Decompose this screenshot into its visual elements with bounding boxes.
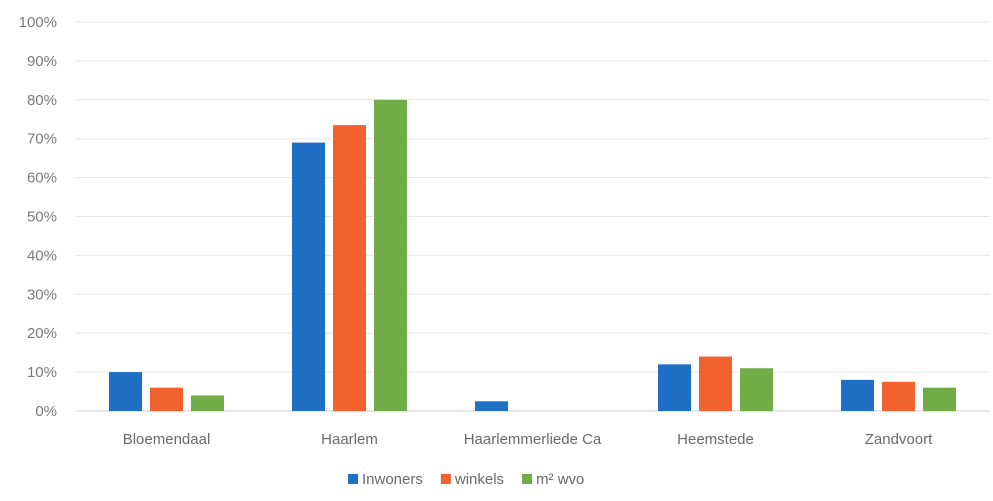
y-tick-label: 60%: [27, 170, 57, 187]
y-tick-label: 80%: [27, 92, 57, 109]
x-tick-label: Bloemendaal: [123, 431, 211, 448]
y-tick-label: 70%: [27, 131, 57, 148]
y-tick-label: 90%: [27, 53, 57, 70]
x-tick-label: Haarlem: [321, 431, 378, 448]
x-tick-label: Heemstede: [677, 431, 754, 448]
bar-winkels-haarlem: [333, 125, 366, 412]
bar-m-wvo-zandvoort: [923, 387, 956, 411]
bar-inwoners-haarlem: [292, 142, 325, 411]
bar-m-wvo-heemstede: [740, 368, 773, 411]
bar-inwoners-haarlemmerliede-ca: [475, 401, 508, 411]
bar-inwoners-heemstede: [658, 364, 691, 411]
bar-inwoners-zandvoort: [841, 379, 874, 411]
y-axis: 0% 10% 20% 30% 40% 50% 60% 70% 80% 90% 100%: [19, 14, 57, 420]
x-tick-label: Zandvoort: [865, 431, 933, 448]
legend-swatch: [522, 474, 533, 484]
bar-winkels-heemstede: [699, 356, 732, 411]
legend-label: Inwoners: [362, 471, 423, 488]
y-tick-label: 100%: [19, 14, 57, 31]
grid: [75, 21, 990, 412]
legend-swatch: [440, 474, 451, 484]
y-tick-label: 30%: [27, 286, 57, 303]
bar-m-wvo-bloemendaal: [191, 395, 224, 411]
bars: [109, 99, 956, 412]
bar-m-wvo-haarlem: [374, 99, 407, 412]
x-tick-label: Haarlemmerliede Ca: [464, 431, 602, 448]
legend-label: m² wvo: [536, 471, 584, 488]
legend-swatch: [348, 474, 358, 484]
y-tick-label: 40%: [27, 247, 57, 264]
x-axis: Bloemendaal Haarlem Haarlemmerliede Ca Heem…: [123, 431, 933, 448]
legend-label: winkels: [454, 471, 504, 488]
y-tick-label: 50%: [27, 209, 57, 226]
bar-winkels-zandvoort: [882, 381, 915, 411]
y-tick-label: 20%: [27, 325, 57, 342]
y-tick-label: 0%: [35, 403, 57, 420]
legend: Inwoners winkels m² wvo: [348, 471, 584, 488]
y-tick-label: 10%: [27, 364, 57, 381]
bar-inwoners-bloemendaal: [109, 372, 142, 411]
bar-winkels-bloemendaal: [150, 387, 183, 411]
